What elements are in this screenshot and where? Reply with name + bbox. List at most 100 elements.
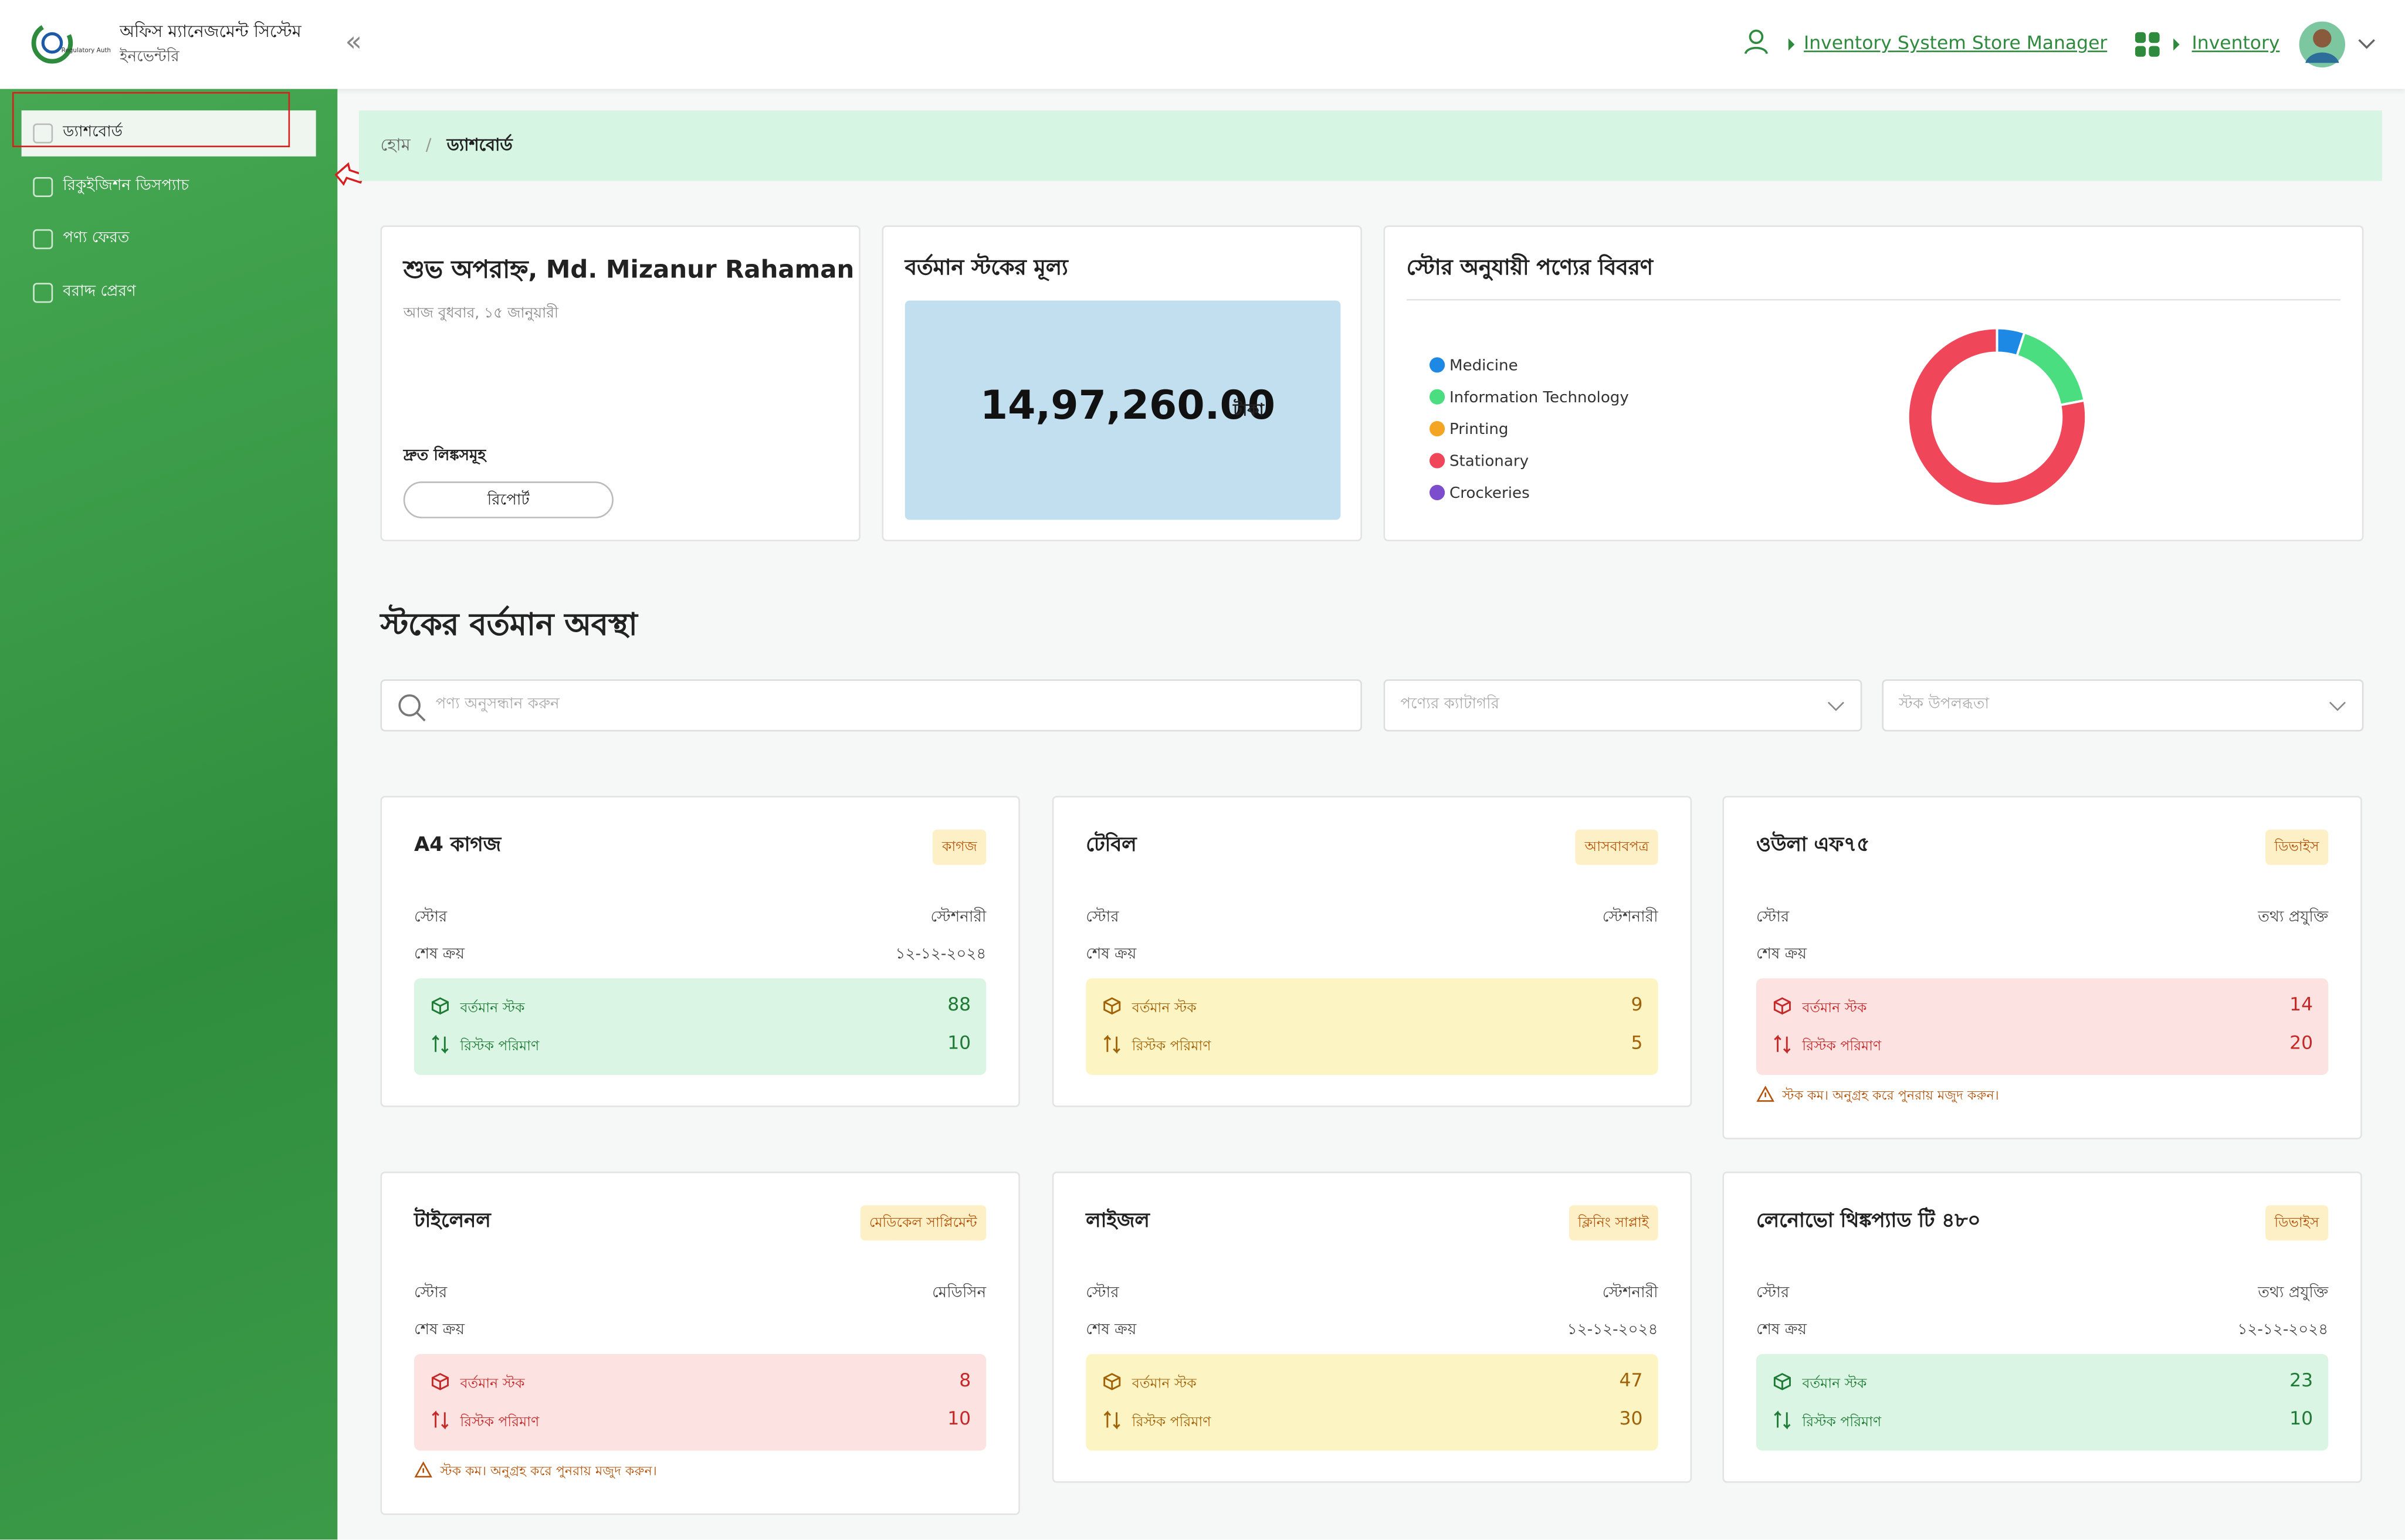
legend-label: Stationary xyxy=(1449,453,1529,470)
restock-label: রিস্টক পরিমাণ xyxy=(1802,1039,1882,1055)
sidebar-item[interactable]: বরাদ্দ প্রেরণ xyxy=(22,269,316,315)
last-purchase-value: ১২-১২-২০২৪ xyxy=(895,946,987,964)
stock-box: বর্তমান স্টক 9 রিস্টক পরিমাণ 5 xyxy=(1086,978,1658,1075)
stock-box: বর্তমান স্টক 47 রিস্টক পরিমাণ 30 xyxy=(1086,1354,1658,1451)
product-card: টেবিল আসবাবপত্র স্টোর স্টেশনারী শেষ ক্রয় বর্… xyxy=(1052,796,1692,1107)
last-purchase-row: শেষ ক্রয় ১২-১২-২০২৪ xyxy=(414,943,986,969)
quick-link-button[interactable]: রিপোর্ট xyxy=(403,481,614,518)
legend-label: Information Technology xyxy=(1449,389,1629,406)
category-tag: ডিভাইস xyxy=(2265,1205,2329,1241)
stock-value: 14,97,260.00 xyxy=(980,383,1276,430)
sidebar-label: ড্যাশবোর্ড xyxy=(63,124,123,141)
search-placeholder: পণ্য অনুসন্ধান করুন xyxy=(435,696,560,713)
last-purchase-label: শেষ ক্রয় xyxy=(1086,946,1137,964)
legend-swatch xyxy=(1429,484,1445,500)
restock-label: রিস্টক পরিমাণ xyxy=(1132,1039,1211,1055)
category-tag: ক্লিনিং সাপ্লাই xyxy=(1569,1205,1658,1241)
store-value: তথ্য প্রযুক্তি xyxy=(2258,1285,2329,1302)
product-card: ওউলা এফ৭৫ ডিভাইস স্টোর তথ্য প্রযুক্তি শেষ ক্… xyxy=(1722,796,2362,1139)
store-row: স্টোর মেডিসিন xyxy=(414,1282,986,1308)
store-value: স্টেশনারী xyxy=(930,909,987,927)
restock-value: 30 xyxy=(1619,1407,1643,1429)
current-stock-value: 8 xyxy=(959,1369,971,1391)
date: আজ বুধবার, ১৫ জানুয়ারী xyxy=(403,305,559,323)
availability-placeholder: স্টক উপলব্ধতা xyxy=(1899,696,1990,713)
breadcrumb: হোম / ড্যাশবোর্ড xyxy=(358,110,2382,181)
donut-segment xyxy=(1906,327,2088,507)
store-row: স্টোর স্টেশনারী xyxy=(1086,906,1658,932)
section-title: স্টকের বর্তমান অবস্থা xyxy=(380,605,638,643)
restock-value: 10 xyxy=(947,1032,971,1054)
product-card: টাইলেনল মেডিকেল সাপ্লিমেন্ট স্টোর মেডিসিন শে… xyxy=(380,1171,1020,1515)
logo: Regulatory Authority xyxy=(31,22,110,64)
warning-text: স্টক কম। অনুগ্রহ করে পুনরায় মজুদ করুন। xyxy=(440,1464,657,1480)
current-stock-value: 14 xyxy=(2289,993,2313,1015)
availability-select[interactable]: স্টক উপলব্ধতা xyxy=(1882,679,2364,732)
avatar[interactable] xyxy=(2298,20,2387,69)
legend-label: Medicine xyxy=(1449,357,1518,374)
sidebar-label: বরাদ্দ প্রেরণ xyxy=(63,283,136,300)
store-value: স্টেশনারী xyxy=(1602,1285,1658,1302)
last-purchase-row: শেষ ক্রয় ১২-১২-২০২৪ xyxy=(1086,1319,1658,1345)
app-subtitle: ইনভেন্টরি xyxy=(119,49,179,66)
restock-label: রিস্টক পরিমাণ xyxy=(460,1415,540,1431)
store-label: স্টোর xyxy=(1086,1285,1119,1302)
category-select[interactable]: পণ্যের ক্যাটাগরি xyxy=(1383,679,1862,732)
legend-swatch xyxy=(1429,389,1445,405)
legend-swatch xyxy=(1429,453,1445,469)
restock-label: রিস্টক পরিমাণ xyxy=(460,1039,540,1055)
current-stock-value: 9 xyxy=(1631,993,1643,1015)
last-purchase-row: শেষ ক্রয় xyxy=(414,1319,986,1345)
role-link[interactable]: Inventory System Store Manager xyxy=(1804,32,2108,54)
store-label: স্টোর xyxy=(414,1285,448,1302)
stock-box: বর্তমান স্টক 14 রিস্টক পরিমাণ 20 xyxy=(1756,978,2329,1075)
restock-value: 10 xyxy=(947,1407,971,1429)
quick-links-title: দ্রুত লিঙ্কসমূহ xyxy=(403,447,486,465)
store-row: স্টোর স্টেশনারী xyxy=(1086,1282,1658,1308)
last-purchase-row: শেষ ক্রয় xyxy=(1756,943,2328,969)
sidebar-label: পণ্য ফেরত xyxy=(63,230,130,247)
stock-value-title: বর্তমান স্টকের মূল্য xyxy=(905,256,1068,281)
current-stock-value: 88 xyxy=(947,993,971,1015)
role-icon xyxy=(1744,29,1795,55)
last-purchase-row: শেষ ক্রয় ১২-১২-২০২৪ xyxy=(1756,1319,2328,1345)
greeting: শুভ অপরাহ্ন, Md. Mizanur Rahaman xyxy=(403,255,855,284)
current-stock-label: বর্তমান স্টক xyxy=(1132,1001,1197,1017)
store-row: স্টোর তথ্য প্রযুক্তি xyxy=(1756,906,2328,932)
store-value: তথ্য প্রযুক্তি xyxy=(2258,909,2329,927)
donut-chart: Medicine Information Technology Printing St… xyxy=(1429,327,2088,507)
last-purchase-label: শেষ ক্রয় xyxy=(1756,946,1807,964)
sidebar-item[interactable]: পণ্য ফেরত xyxy=(22,216,316,262)
legend-label: Printing xyxy=(1449,420,1509,438)
legend-swatch xyxy=(1429,421,1445,437)
sidebar-item[interactable]: ড্যাশবোর্ড xyxy=(21,110,316,157)
last-purchase-value: ১২-১২-২০২৪ xyxy=(2237,1321,2329,1339)
warning-text: স্টক কম। অনুগ্রহ করে পুনরায় মজুদ করুন। xyxy=(1782,1088,1999,1104)
divider xyxy=(1406,298,2341,301)
category-tag: ডিভাইস xyxy=(2265,829,2329,865)
collapse-button[interactable]: « xyxy=(345,26,363,59)
donut-segment xyxy=(2015,331,2086,406)
last-purchase-label: শেষ ক্রয় xyxy=(1756,1321,1807,1339)
sidebar-label: রিকুইজিশন ডিসপ্যাচ xyxy=(63,177,189,194)
stock-box: বর্তমান স্টক 8 রিস্টক পরিমাণ 10 xyxy=(414,1354,987,1451)
product-card: A4 কাগজ কাগজ স্টোর স্টেশনারী শেষ ক্রয় ১২-১২-… xyxy=(380,796,1020,1107)
store-row: স্টোর তথ্য প্রযুক্তি xyxy=(1756,1282,2328,1308)
category-tag: আসবাবপত্র xyxy=(1575,829,1658,865)
stock-value-card: বর্তমান স্টকের মূল্য 14,97,260.00 টাকা xyxy=(882,225,1362,542)
highlight-box xyxy=(12,91,290,148)
app-title: অফিস ম্যানেজমেন্ট সিস্টেম xyxy=(119,21,302,42)
module-icon xyxy=(2135,32,2180,57)
breadcrumb-current: ড্যাশবোর্ড xyxy=(446,135,513,155)
last-purchase-label: শেষ ক্রয় xyxy=(1086,1321,1137,1339)
sidebar: ড্যাশবোর্ড রিকুইজিশন ডিসপ্যাচ পণ্য ফেরত বরা… xyxy=(0,89,338,1540)
category-placeholder: পণ্যের ক্যাটাগরি xyxy=(1400,696,1499,713)
sidebar-item[interactable]: রিকুইজিশন ডিসপ্যাচ xyxy=(22,163,316,209)
breadcrumb-home[interactable]: হোম xyxy=(380,135,411,155)
current-stock-label: বর্তমান স্টক xyxy=(460,1377,525,1393)
store-value: মেডিসিন xyxy=(932,1285,987,1302)
module-link[interactable]: Inventory xyxy=(2191,32,2280,54)
search-input[interactable]: পণ্য অনুসন্ধান করুন xyxy=(380,679,1362,732)
stock-value-unit: টাকা xyxy=(1233,400,1264,420)
